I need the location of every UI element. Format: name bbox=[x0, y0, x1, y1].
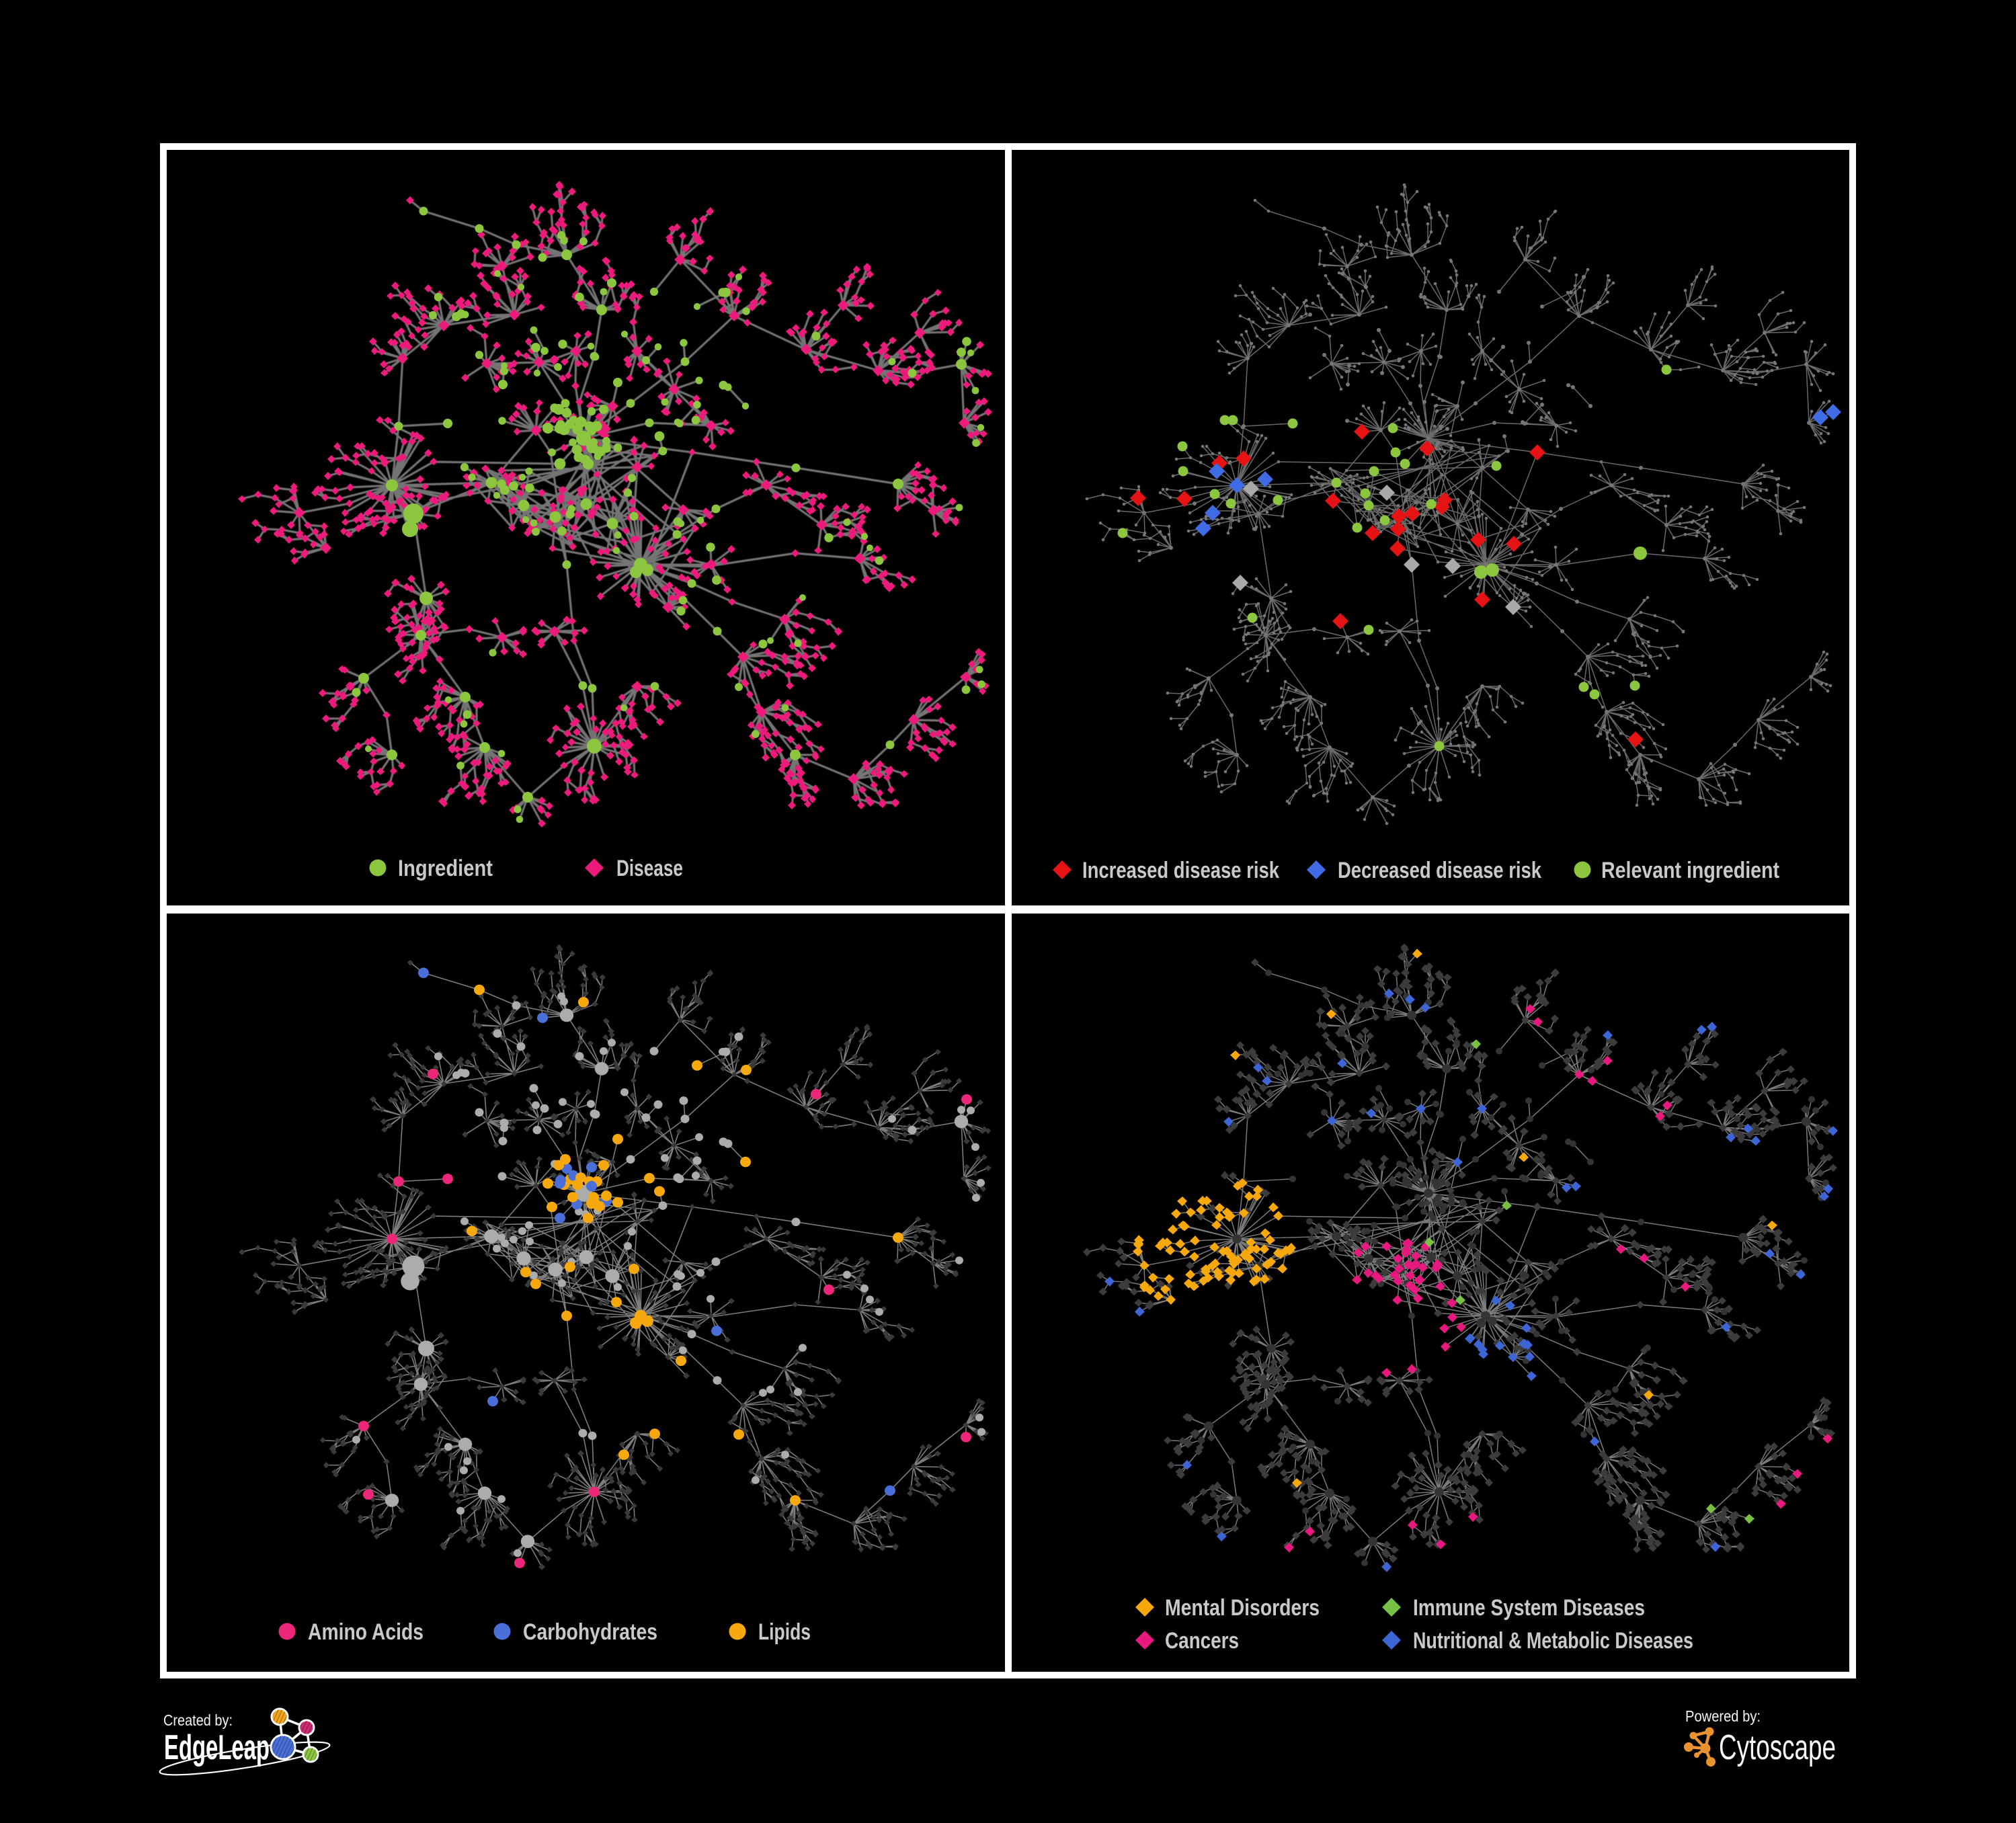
svg-text:Decreased disease risk: Decreased disease risk bbox=[1338, 858, 1541, 883]
svg-text:Increased disease risk: Increased disease risk bbox=[1082, 858, 1279, 883]
svg-text:Immune System Diseases: Immune System Diseases bbox=[1413, 1595, 1645, 1621]
svg-text:Disease: Disease bbox=[616, 856, 683, 881]
svg-text:Relevant ingredient: Relevant ingredient bbox=[1601, 858, 1779, 883]
svg-text:Cytoscape: Cytoscape bbox=[1719, 1728, 1836, 1767]
svg-text:Mental Disorders: Mental Disorders bbox=[1165, 1595, 1320, 1621]
svg-text:Nutritional & Metabolic Diseas: Nutritional & Metabolic Diseases bbox=[1413, 1628, 1693, 1654]
svg-text:Ingredient: Ingredient bbox=[398, 856, 493, 881]
svg-text:Lipids: Lipids bbox=[758, 1619, 811, 1645]
svg-text:Cancers: Cancers bbox=[1165, 1628, 1239, 1654]
svg-text:Powered by:: Powered by: bbox=[1685, 1707, 1761, 1725]
svg-text:Created by:: Created by: bbox=[163, 1711, 233, 1729]
svg-text:Amino Acids: Amino Acids bbox=[308, 1619, 424, 1645]
svg-text:Carbohydrates: Carbohydrates bbox=[523, 1619, 657, 1645]
